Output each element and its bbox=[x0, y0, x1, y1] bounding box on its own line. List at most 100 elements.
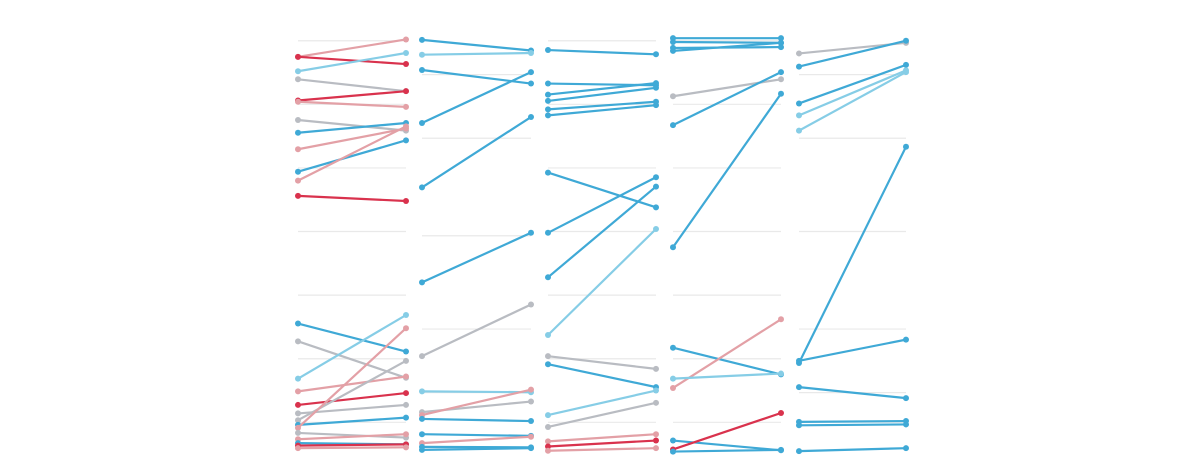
slope-line bbox=[546, 104, 658, 117]
slope-line bbox=[420, 417, 533, 423]
slope-line bbox=[546, 439, 658, 448]
slope-line bbox=[296, 38, 408, 58]
start-point bbox=[295, 388, 301, 395]
slope-line bbox=[546, 171, 658, 209]
start-point bbox=[670, 93, 676, 100]
start-point bbox=[295, 192, 301, 199]
end-point bbox=[403, 197, 409, 204]
end-point bbox=[903, 61, 909, 68]
end-point bbox=[778, 39, 784, 46]
end-point bbox=[653, 445, 659, 452]
slope-line bbox=[671, 448, 783, 453]
slope-series bbox=[295, 53, 409, 68]
slope-line bbox=[671, 40, 783, 44]
start-point bbox=[545, 353, 551, 360]
end-point bbox=[903, 37, 909, 44]
slope-line bbox=[420, 433, 533, 437]
slope-line bbox=[296, 194, 408, 203]
slope-line bbox=[546, 433, 658, 443]
start-point bbox=[295, 76, 301, 83]
end-point bbox=[528, 50, 534, 57]
start-point bbox=[295, 338, 301, 345]
start-point bbox=[796, 127, 802, 134]
slope-series bbox=[796, 37, 909, 70]
slope-line bbox=[546, 355, 658, 370]
start-point bbox=[545, 106, 551, 113]
start-point bbox=[796, 112, 802, 119]
panel-gridlines bbox=[548, 40, 656, 423]
slope-series bbox=[419, 36, 534, 54]
slope-line bbox=[420, 435, 533, 445]
slope-line bbox=[296, 433, 408, 441]
slope-line bbox=[797, 69, 908, 117]
slope-series bbox=[419, 50, 534, 58]
end-point bbox=[403, 431, 409, 438]
start-point bbox=[419, 184, 425, 191]
slope-line bbox=[797, 419, 908, 423]
end-point bbox=[528, 69, 534, 76]
slope-series bbox=[295, 50, 409, 75]
slope-line bbox=[546, 48, 658, 56]
end-point bbox=[653, 225, 659, 232]
slope-series bbox=[670, 344, 784, 378]
end-point bbox=[528, 418, 534, 425]
start-point bbox=[295, 429, 301, 436]
slope-series bbox=[670, 35, 784, 42]
start-point bbox=[670, 244, 676, 251]
start-point bbox=[295, 177, 301, 184]
slope-line bbox=[296, 125, 408, 182]
slope-series bbox=[545, 183, 659, 281]
start-point bbox=[545, 274, 551, 281]
end-point bbox=[778, 446, 784, 453]
slope-line bbox=[296, 391, 408, 407]
end-point bbox=[528, 433, 534, 440]
start-point bbox=[295, 129, 301, 136]
slope-panel-3 bbox=[545, 40, 659, 454]
slope-series bbox=[796, 421, 909, 429]
end-point bbox=[403, 123, 409, 130]
end-point bbox=[403, 401, 409, 408]
start-point bbox=[295, 417, 301, 424]
start-point bbox=[295, 401, 301, 408]
slope-series bbox=[419, 69, 534, 126]
start-point bbox=[419, 279, 425, 286]
slope-series bbox=[545, 437, 659, 450]
end-point bbox=[778, 76, 784, 83]
slope-series bbox=[545, 431, 659, 445]
end-point bbox=[778, 35, 784, 42]
start-point bbox=[545, 97, 551, 104]
slope-series bbox=[295, 338, 409, 381]
end-point bbox=[528, 398, 534, 405]
slope-line bbox=[546, 227, 658, 337]
start-point bbox=[545, 80, 551, 87]
slope-line bbox=[296, 127, 408, 151]
end-point bbox=[653, 204, 659, 211]
slope-line bbox=[546, 363, 658, 389]
end-point bbox=[903, 336, 909, 343]
start-point bbox=[545, 361, 551, 368]
start-point bbox=[419, 119, 425, 126]
slope-line bbox=[671, 411, 783, 451]
slope-line bbox=[296, 322, 408, 353]
end-point bbox=[653, 80, 659, 87]
start-point bbox=[670, 437, 676, 444]
slope-series bbox=[670, 69, 784, 129]
slope-line bbox=[420, 68, 533, 85]
slope-line bbox=[797, 63, 908, 105]
start-point bbox=[796, 357, 802, 364]
start-point bbox=[670, 122, 676, 129]
start-point bbox=[419, 36, 425, 43]
slope-series bbox=[295, 390, 409, 408]
slope-line bbox=[296, 90, 408, 102]
slope-line bbox=[296, 139, 408, 173]
slope-line bbox=[797, 338, 908, 362]
slope-line bbox=[420, 38, 533, 52]
start-point bbox=[295, 424, 301, 431]
end-point bbox=[528, 445, 534, 452]
end-point bbox=[778, 69, 784, 76]
slope-line bbox=[296, 118, 408, 132]
start-point bbox=[545, 412, 551, 419]
slope-series bbox=[796, 143, 909, 366]
slope-line bbox=[797, 39, 908, 68]
